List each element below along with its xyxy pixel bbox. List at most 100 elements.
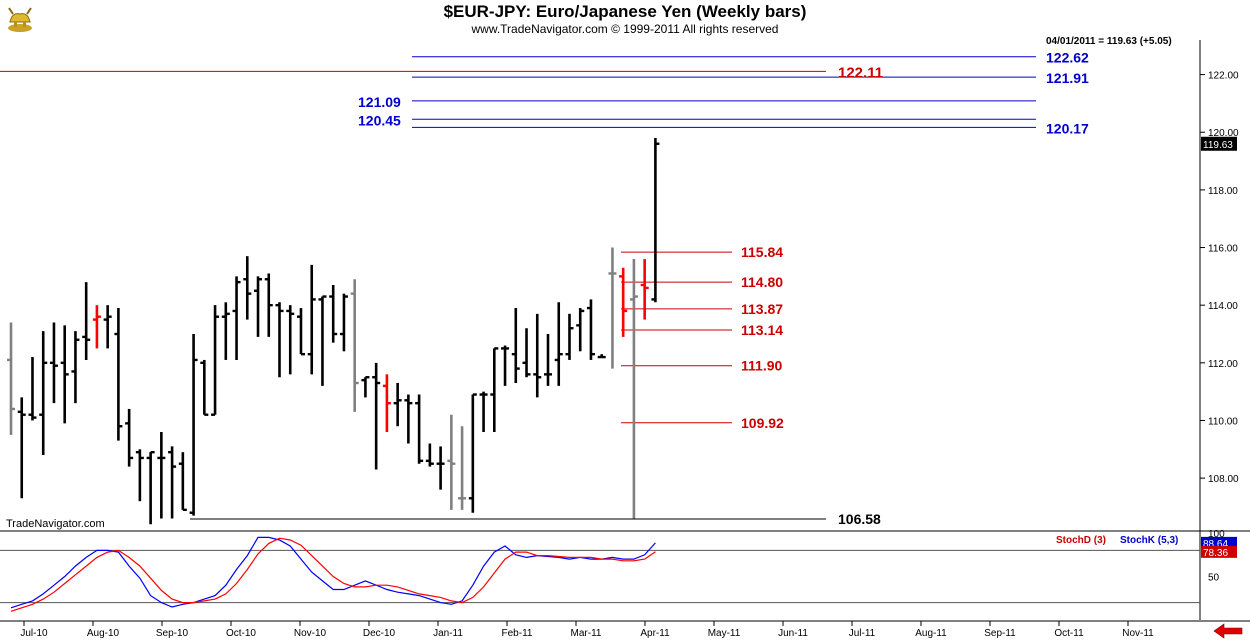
ohlc-bar (135, 449, 144, 502)
ohlc-bar (350, 279, 359, 412)
month-tick-label: Aug-10 (87, 628, 120, 639)
copyright-text: www.TradeNavigator.com © 1999-2011 All r… (471, 22, 779, 36)
price-tick-label: 120.00 (1208, 128, 1239, 139)
ohlc-bar (425, 443, 434, 467)
ohlc-bar (189, 334, 198, 516)
last-price-info: 04/01/2011 = 119.63 (+5.05) (1046, 36, 1172, 47)
month-tick-label: May-11 (708, 628, 741, 639)
stochd-legend: StochD (3) (1056, 535, 1106, 546)
stochd-value: 78.36 (1203, 548, 1228, 559)
ohlc-bar (597, 354, 606, 359)
ohlc-bar (586, 299, 595, 360)
ohlc-bar (103, 305, 112, 349)
ohlc-bar (533, 313, 542, 398)
ohlc-bar (264, 273, 273, 337)
ohlc-bar (232, 276, 241, 360)
ohlc-bar (146, 450, 155, 525)
ohlc-bar (92, 305, 101, 349)
chart-frame (0, 40, 1250, 622)
ohlc-bar (565, 313, 574, 360)
month-tick-label: Apr-11 (640, 628, 670, 639)
month-tick-label: Jul-11 (849, 628, 876, 639)
ohlc-bar (629, 259, 638, 519)
ohlc-bar (254, 276, 263, 337)
ohlc-bar (544, 334, 552, 386)
ohlc-bar (608, 247, 617, 369)
month-tick-label: Mar-11 (571, 628, 602, 639)
ohlc-bar (393, 383, 402, 427)
fib-level-label: 113.87 (741, 301, 783, 317)
ohlc-bar (501, 345, 510, 386)
ohlc-bar (168, 446, 177, 519)
fib-level-label: 120.17 (1046, 120, 1089, 136)
price-tick-label: 108.00 (1208, 474, 1239, 485)
price-tick-label: 114.00 (1208, 301, 1238, 312)
fib-level-label: 111.90 (741, 358, 782, 374)
ohlc-bar (243, 256, 252, 320)
price-tick-label: 118.00 (1208, 186, 1238, 197)
ohlc-bar (221, 302, 230, 360)
stochk-legend: StochK (5,3) (1120, 535, 1178, 546)
price-tick-label: 122.00 (1208, 71, 1239, 82)
ohlc-bar (361, 376, 370, 398)
stoch-line (10, 536, 656, 609)
ohlc-bar (157, 432, 166, 519)
stochd-value-box (1201, 545, 1237, 558)
month-tick-label: Jun-11 (778, 628, 808, 639)
ohlc-bar (60, 325, 69, 424)
support-label: 106.58 (838, 511, 881, 527)
ohlc-bar (490, 347, 499, 432)
month-tick-label: Feb-11 (502, 628, 533, 639)
ohlc-bar (329, 285, 338, 343)
ohlc-bar (372, 362, 381, 470)
ohlc-bar (114, 308, 123, 441)
ohlc-bar (296, 308, 305, 356)
ohlc-bar (619, 267, 628, 337)
watermark: TradeNavigator.com (6, 518, 105, 530)
ohlc-bar (7, 322, 15, 435)
ohlc-bar (200, 359, 209, 416)
ohlc-bar (522, 328, 531, 378)
price-tick-label: 112.00 (1208, 359, 1238, 370)
ohlc-bar (71, 331, 80, 404)
month-tick-label: Aug-11 (915, 628, 947, 639)
gold-bull-icon (8, 7, 32, 32)
ohlc-bar (415, 394, 424, 464)
scroll-left-arrow-icon[interactable] (1213, 623, 1243, 639)
fib-levels: 122.62 121.91 121.09 120.45 120.17 122.11 115.… (0, 50, 1089, 527)
month-tick-label: Nov-11 (1122, 628, 1154, 639)
month-tick-label: Nov-10 (294, 628, 327, 639)
ohlc-bar (468, 393, 477, 513)
month-tick-label: Sep-10 (156, 628, 189, 639)
last-price-label: 119.63 (1203, 140, 1233, 151)
ohlc-bar (436, 446, 445, 490)
month-tick-label: Oct-11 (1054, 628, 1084, 639)
price-tick-label: 110.00 (1208, 416, 1238, 427)
ohlc-bar (447, 414, 456, 510)
fib-level-label: 121.91 (1046, 70, 1089, 86)
last-price-box (1201, 136, 1237, 151)
stoch-tick-label: 100 (1208, 529, 1225, 540)
ohlc-bar (49, 322, 58, 404)
ohlc-bar (479, 391, 488, 432)
fib-level-label: 113.14 (741, 322, 783, 338)
ohlc-bar (554, 302, 563, 386)
ohlc-bar (275, 302, 284, 378)
ohlc-bar (511, 308, 520, 383)
ohlc-bar (382, 374, 391, 432)
ohlc-bar (125, 408, 134, 467)
fib-level-label: 121.09 (358, 94, 401, 110)
ohlc-bar (640, 259, 649, 320)
ohlc-bar (286, 305, 295, 375)
ohlc-bar (404, 394, 413, 444)
ohlc-bar (576, 308, 585, 352)
price-axis: 108.00 110.00 112.00 114.00 116.00 118.00 120.… (1200, 71, 1239, 485)
fib-level-label: 115.84 (741, 244, 783, 260)
resistance-label: 122.11 (838, 64, 883, 81)
fib-level-label: 109.92 (741, 415, 784, 431)
ohlc-bar (307, 264, 316, 375)
ohlc-bar (458, 426, 467, 510)
